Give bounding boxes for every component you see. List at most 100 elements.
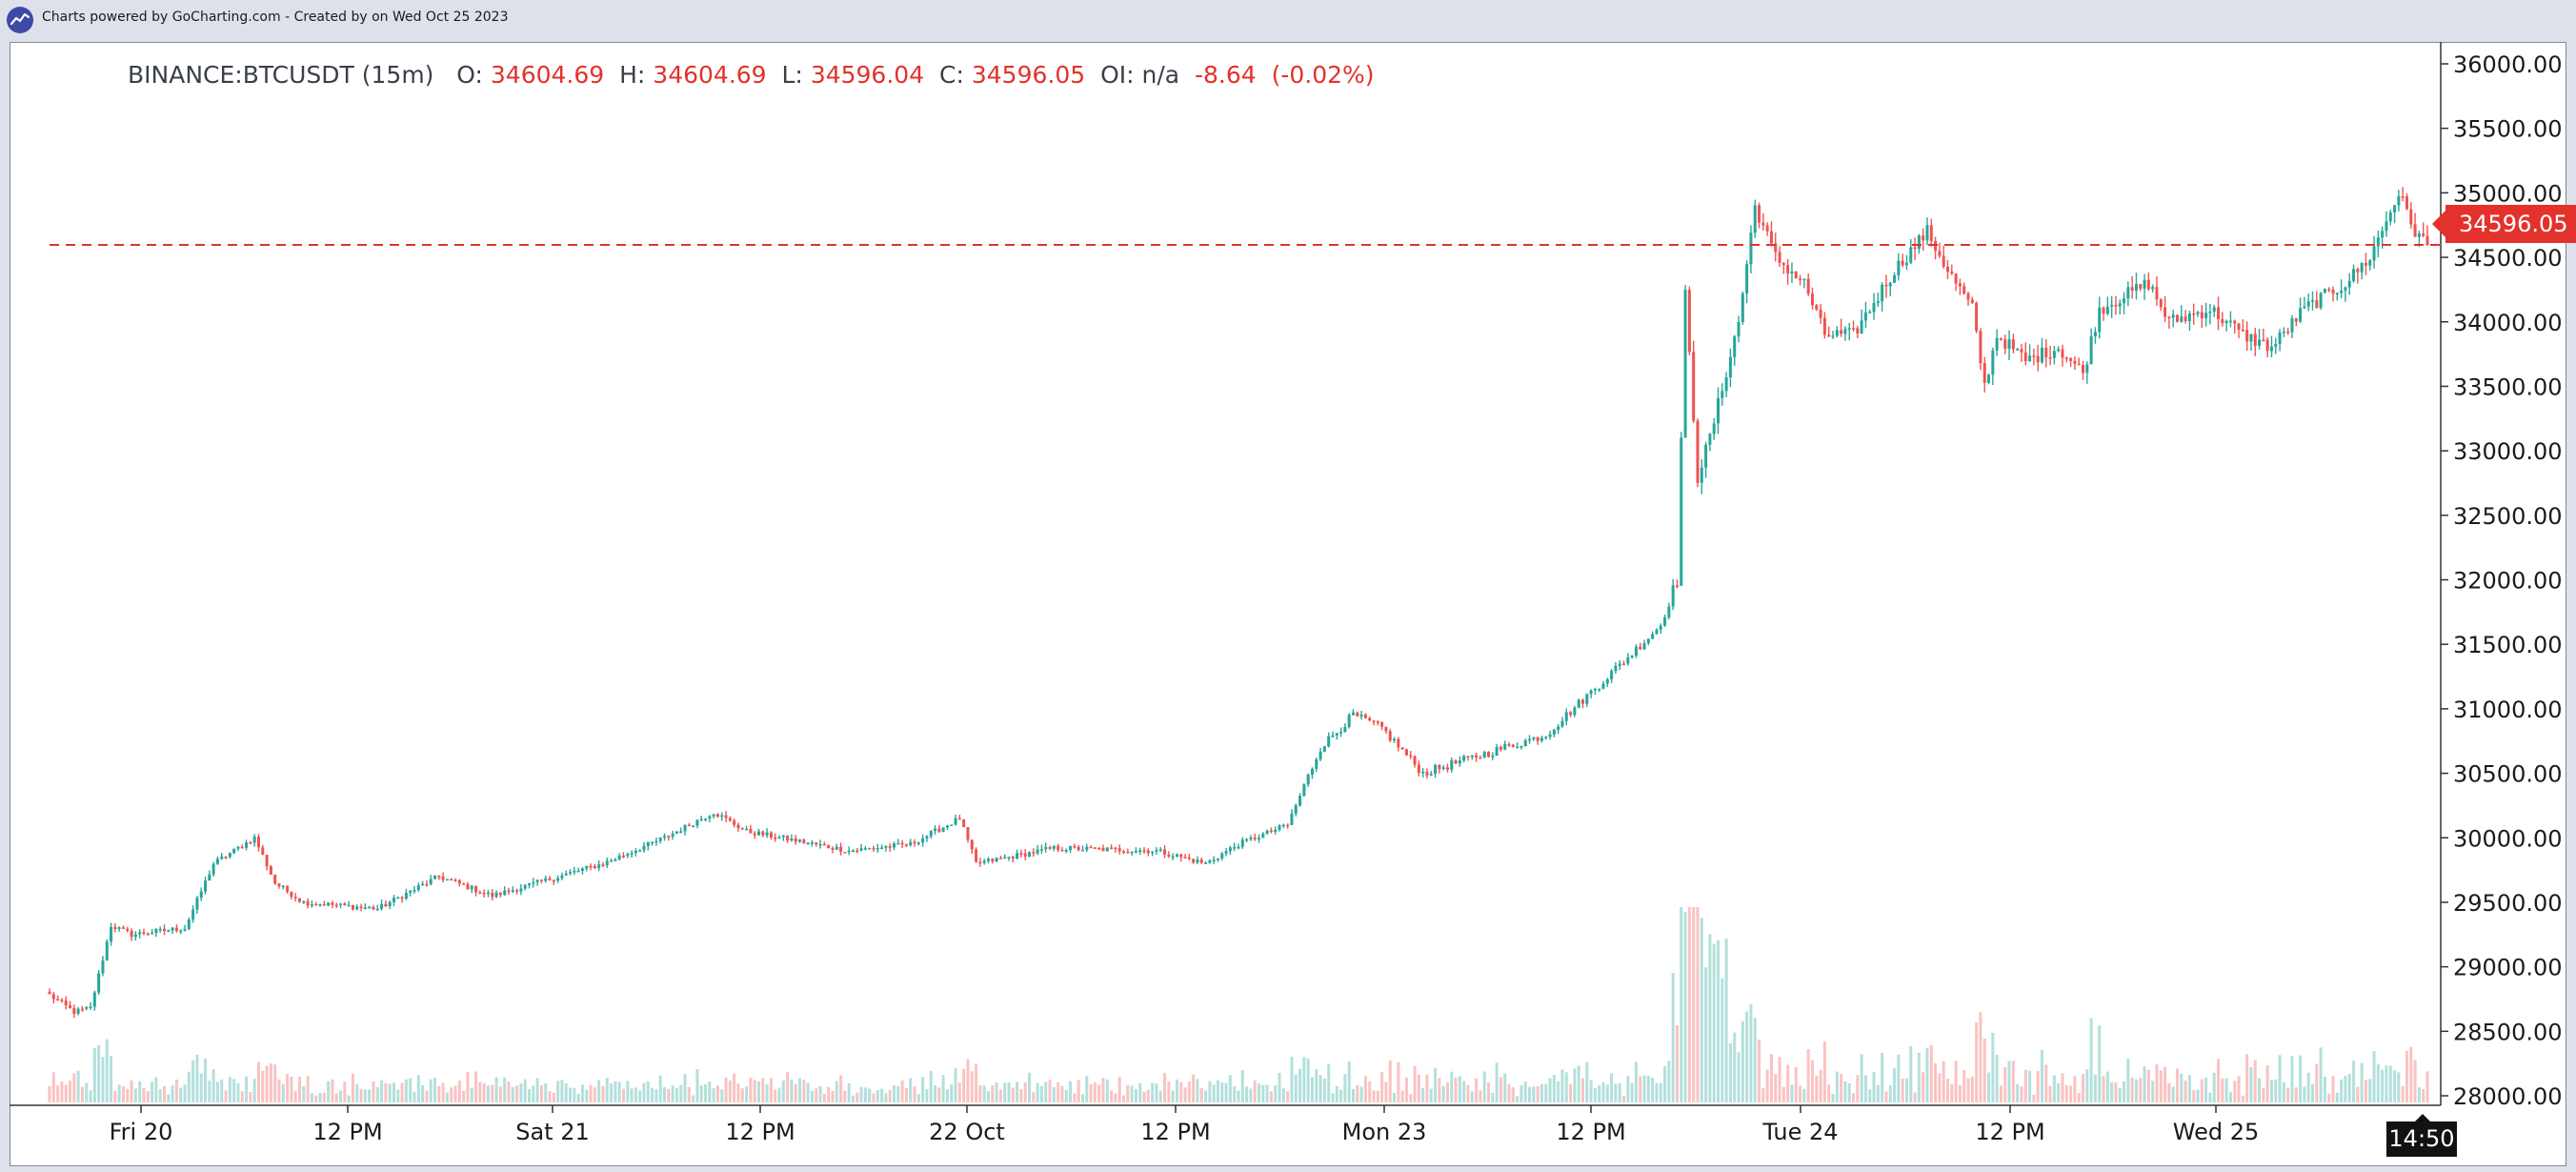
candle-body xyxy=(1934,240,1938,252)
candle-body xyxy=(1343,726,1347,733)
volume-bar xyxy=(2425,1071,2429,1102)
volume-bar xyxy=(179,1087,183,1102)
oi-value: n/a xyxy=(1141,61,1180,89)
volume-bar xyxy=(1233,1086,1237,1102)
candle-body xyxy=(372,906,375,910)
volume-bar xyxy=(60,1081,64,1102)
candle-body xyxy=(1134,851,1137,853)
volume-bar xyxy=(1802,1088,1806,1102)
volume-bar xyxy=(1516,1096,1519,1102)
candle-body xyxy=(1011,857,1015,859)
volume-bar xyxy=(1716,940,1721,1102)
high-value: 34604.69 xyxy=(653,61,767,89)
candle-body xyxy=(1265,830,1269,834)
volume-bar xyxy=(1827,1084,1831,1102)
volume-bar xyxy=(162,1086,167,1102)
volume-bar xyxy=(781,1080,785,1102)
volume-bar xyxy=(2118,1087,2122,1102)
candle-body xyxy=(884,846,888,848)
time-axis-label: Fri 20 xyxy=(110,1119,173,1145)
price-axis-label: 33000.00 xyxy=(2453,438,2563,465)
volume-bar xyxy=(1995,1055,1999,1102)
volume-bar xyxy=(970,1071,974,1102)
volume-bar xyxy=(560,1080,564,1102)
change-percent: (-0.02%) xyxy=(1271,61,1375,89)
candle-body xyxy=(1659,625,1662,630)
volume-bar xyxy=(1753,1018,1757,1102)
volume-bar xyxy=(1114,1093,1117,1102)
volume-bar xyxy=(749,1077,753,1102)
volume-bar xyxy=(1294,1074,1298,1102)
volume-bar xyxy=(1310,1077,1314,1102)
volume-bar xyxy=(2221,1078,2224,1102)
candle-body xyxy=(2036,355,2040,363)
volume-bar xyxy=(482,1082,486,1102)
candle-body xyxy=(2340,290,2344,293)
volume-bar xyxy=(1085,1076,1089,1102)
volume-bar xyxy=(2143,1066,2146,1102)
symbol-label[interactable]: BINANCE:BTCUSDT (15m) xyxy=(128,61,434,89)
volume-bar xyxy=(2061,1073,2064,1102)
candle-body xyxy=(2061,349,2064,358)
candle-body xyxy=(642,846,646,851)
candle-body xyxy=(798,839,802,842)
volume-bar xyxy=(548,1091,552,1102)
candle-body xyxy=(494,892,498,898)
volume-bar xyxy=(368,1089,372,1102)
volume-bar xyxy=(2036,1070,2040,1102)
volume-bar xyxy=(1519,1084,1523,1102)
candle-body xyxy=(322,903,326,906)
candle-body xyxy=(1507,744,1511,746)
candle-body xyxy=(2073,360,2077,364)
candle-body xyxy=(1815,305,1819,310)
candle-body xyxy=(265,854,269,867)
candle-body xyxy=(1794,271,1798,279)
low-value: 34596.04 xyxy=(810,61,925,89)
candle-body xyxy=(1069,846,1073,851)
candle-body xyxy=(1322,746,1326,752)
volume-bar xyxy=(2175,1068,2179,1102)
price-axis-label: 30000.00 xyxy=(2453,825,2563,852)
candle-body xyxy=(1639,646,1642,650)
candle-body xyxy=(573,871,576,873)
time-axis[interactable]: Fri 20 12 PM Sat 21 12 PM 22 Oct 12 PM Mon 23 1… xyxy=(110,1105,2260,1145)
candle-body xyxy=(1052,845,1056,849)
candle-body xyxy=(1523,739,1527,747)
volume-bar xyxy=(130,1080,133,1102)
volume-bar xyxy=(1917,1052,1921,1102)
candle-body xyxy=(831,848,835,850)
volume-bar xyxy=(597,1080,601,1102)
candle-body xyxy=(1356,712,1359,717)
candle-body xyxy=(1945,266,1950,273)
volume-bar xyxy=(1274,1084,1278,1102)
candle-body xyxy=(334,904,338,907)
price-axis[interactable]: 36000.00 35500.00 35000.00 34500.00 34000.00… xyxy=(2441,51,2563,1110)
chart-frame[interactable] xyxy=(10,42,2566,1166)
time-axis-label: 12 PM xyxy=(1556,1119,1625,1145)
candle-body xyxy=(934,828,937,832)
candle-body xyxy=(1626,657,1630,664)
volume-bar xyxy=(1126,1084,1130,1102)
volume-bar xyxy=(1605,1084,1609,1102)
candle-body xyxy=(1745,264,1749,294)
candle-body xyxy=(69,1005,72,1009)
candle-body xyxy=(1438,764,1441,770)
volume-bar xyxy=(400,1082,404,1102)
candle-body xyxy=(142,932,146,935)
candle-body xyxy=(1380,721,1384,727)
volume-bar xyxy=(872,1093,875,1102)
candle-body xyxy=(228,853,231,858)
candle-body xyxy=(2208,311,2212,313)
candle-body xyxy=(1036,849,1039,854)
volume-bar xyxy=(1540,1083,1543,1102)
volume-bar xyxy=(441,1082,445,1102)
volume-bar xyxy=(1769,1053,1773,1102)
volume-bar xyxy=(1204,1090,1208,1102)
volume-bar xyxy=(2253,1060,2257,1102)
volume-bar xyxy=(1155,1083,1158,1102)
candle-body xyxy=(195,898,199,910)
volume-bar xyxy=(310,1093,313,1102)
candle-body xyxy=(1044,847,1048,850)
candle-body xyxy=(2093,332,2097,336)
